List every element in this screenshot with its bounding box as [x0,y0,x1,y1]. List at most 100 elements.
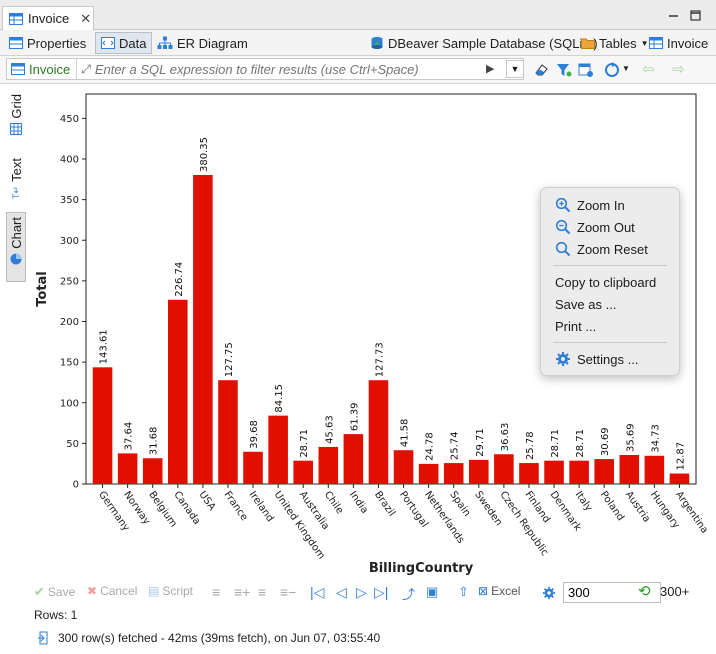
detach-icon[interactable]: ⤴ [402,587,416,602]
menu-save-as[interactable]: Save as ... [541,293,679,315]
status-text: 300 row(s) fetched - 42ms (39ms fetch), … [58,631,381,645]
excel-button[interactable]: ⊠ Excel [478,584,520,598]
entity-label: Invoice [667,35,709,51]
eraser-icon[interactable] [534,62,550,78]
bar [343,434,364,484]
x-tick-label: Poland [598,489,626,523]
fetch-size-input[interactable] [563,582,661,603]
save-button[interactable]: ✔ Save [34,584,75,600]
filter-entity-button[interactable]: Invoice [7,59,78,79]
bar-value-label: 143.61 [99,329,110,364]
bar [168,299,188,484]
menu-copy-to-clipboard[interactable]: Copy to clipboard [541,271,679,293]
menu-zoom-reset[interactable]: Zoom Reset [541,238,679,260]
x-tick-label: Chile [322,489,345,516]
menu-print-label: Print ... [555,318,597,334]
gear-icon[interactable] [542,586,556,600]
x-tick-label: India [347,489,370,515]
prev-page-icon[interactable]: ◁ [336,584,347,600]
filter-input[interactable] [94,61,475,77]
chevron-down-icon[interactable]: ▼ [622,64,630,73]
excel-icon: ⊠ [478,584,489,598]
expand-icon[interactable]: ⤢ [81,61,91,76]
bar-value-label: 12.87 [675,442,686,471]
bar-value-label: 61.39 [349,402,360,431]
filter-history-dropdown[interactable]: ▼ [506,60,524,78]
maximize-icon[interactable] [690,10,701,21]
refresh-icon[interactable] [604,62,620,78]
bar-value-label: 37.64 [124,422,135,451]
edit-row-icon[interactable]: ≡ [212,584,221,600]
bar [293,460,313,484]
last-page-icon[interactable]: ▷| [374,584,389,600]
side-tab-chart[interactable]: Chart [6,212,26,282]
menu-settings-label: Settings ... [577,351,639,367]
copy-row-icon[interactable]: ≡ [258,584,267,600]
menu-zoom-in[interactable]: Zoom In [541,194,679,216]
filter-icon[interactable] [556,62,572,78]
save-label: Save [47,585,76,599]
side-tab-text[interactable]: Text T↵ [6,158,26,208]
zoom-reset-icon [555,241,571,257]
tab-data[interactable]: Data [95,32,153,54]
forward-arrow-icon[interactable]: ⇨ [672,61,685,78]
script-button[interactable]: ▤ Script [148,584,193,598]
tables-link[interactable]: Tables ▼ [576,32,654,54]
bar [544,460,564,484]
bar-value-label: 25.74 [450,431,461,460]
side-tab-text-label: Text [8,158,24,182]
filter-entity-label: Invoice [29,61,71,77]
bar-value-label: 226.74 [174,262,185,297]
refresh-icon[interactable]: ⟲ [638,583,651,600]
excel-label: Excel [491,584,521,598]
side-tab-grid[interactable]: Grid [6,94,26,146]
side-tab-grid-label: Grid [8,94,24,119]
zoom-in-icon [555,197,571,213]
tab-er-diagram-label: ER Diagram [177,35,248,51]
er-diagram-icon [157,36,173,49]
panel-icon[interactable]: ▣ [426,584,439,599]
x-tick-label: Spain [447,489,472,518]
menu-zoom-in-label: Zoom In [577,197,625,213]
bar-value-label: 127.73 [374,342,385,377]
next-page-icon[interactable]: ▷ [356,584,367,600]
first-page-icon[interactable]: |◁ [310,584,325,600]
presentation-sidebar: Grid Text T↵ Chart [0,84,30,584]
editor-tab-invoice[interactable]: Invoice ✕ [2,6,94,30]
chart-context-menu: Zoom In Zoom Out Zoom Reset Copy to clip… [540,187,680,376]
data-icon [101,37,115,49]
bar [193,174,213,484]
y-tick-label: 300 [60,236,79,247]
bar-value-label: 127.75 [224,342,235,377]
table-icon [649,37,663,49]
text-icon: T↵ [11,185,21,199]
bar [519,463,539,484]
tab-properties[interactable]: Properties [4,32,91,54]
fetch-more-button[interactable]: 300+ [660,584,689,599]
datasource-link[interactable]: DBeaver Sample Database (SQLite) [365,32,603,54]
entity-link[interactable]: Invoice [644,32,713,54]
export-icon[interactable]: ⇧ [458,584,469,599]
filter-settings-icon[interactable] [578,62,594,78]
menu-print[interactable]: Print ... [541,315,679,337]
bar [117,453,138,484]
y-tick-label: 100 [60,398,79,409]
close-icon[interactable]: ✕ [80,10,92,26]
menu-zoom-out[interactable]: Zoom Out [541,216,679,238]
tab-properties-label: Properties [27,35,87,51]
tab-er-diagram[interactable]: ER Diagram [152,32,253,54]
menu-copy-label: Copy to clipboard [555,274,657,290]
cancel-button[interactable]: ✖ Cancel [87,584,137,598]
back-arrow-icon[interactable]: ⇦ [642,61,655,78]
zoom-out-icon [555,219,571,235]
play-icon[interactable]: ▶ [486,63,495,75]
add-row-icon[interactable]: ≡+ [234,584,251,600]
status-bar: 300 row(s) fetched - 42ms (39ms fetch), … [30,628,716,648]
menu-settings[interactable]: Settings ... [541,348,679,370]
menu-separator [553,342,667,343]
bar-value-label: 28.71 [550,429,561,458]
delete-row-icon[interactable]: ≡− [280,584,297,600]
y-tick-label: 0 [73,480,79,491]
minimize-icon[interactable] [668,10,679,21]
menu-zoom-reset-label: Zoom Reset [577,241,648,257]
